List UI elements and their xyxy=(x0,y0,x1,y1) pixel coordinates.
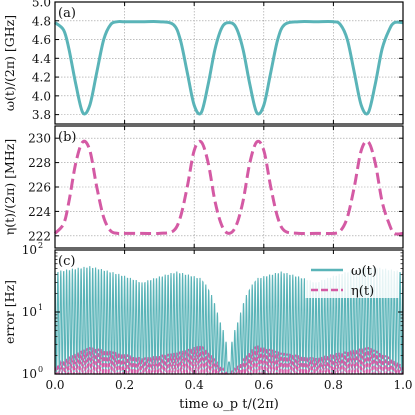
x-tick-label: 0.6 xyxy=(254,378,273,392)
y-tick-label: 226 xyxy=(28,181,51,195)
y-tick-label: 4.8 xyxy=(32,14,51,28)
x-tick-label: 0.8 xyxy=(324,378,343,392)
y-tick-label: 228 xyxy=(28,156,51,170)
y-tick-label: 224 xyxy=(28,205,51,219)
panel-frame xyxy=(54,1,404,125)
y-axis-label: error [Hz] xyxy=(2,280,17,344)
y-tick-label: 3.8 xyxy=(32,108,51,122)
omega-curve xyxy=(54,20,404,116)
y-tick-label: 10 xyxy=(22,367,37,381)
panel-tag: (b) xyxy=(58,130,76,145)
x-axis-label: time ω_p t/(2π) xyxy=(179,397,279,412)
x-tick-label: 0.2 xyxy=(115,378,134,392)
panel-tag: (a) xyxy=(58,6,76,21)
y-tick-exponent: 1 xyxy=(38,303,43,312)
y-axis-label: η(t)/(2π) [MHz] xyxy=(2,139,17,235)
eta-error-trace xyxy=(54,345,404,375)
panels: 3.8 4.0 4.2 4.4 4.6 4.8 5.0 (a) ω(t)/(2π) [GHz] 2… xyxy=(2,0,413,392)
y-axis-label: ω(t)/(2π) [GHz] xyxy=(2,15,17,111)
y-tick-exponent: 2 xyxy=(38,241,43,250)
legend-box xyxy=(305,256,399,298)
panel-tag: (c) xyxy=(58,254,75,269)
y-tick-label: 4.4 xyxy=(32,52,51,66)
y-tick-label: 4.0 xyxy=(32,89,51,103)
eta-curve xyxy=(53,139,404,236)
y-tick-exponent: 0 xyxy=(38,365,43,374)
legend-label-1: η(t) xyxy=(351,284,374,299)
x-tick-label: 0.0 xyxy=(45,378,64,392)
y-tick-label: 230 xyxy=(28,132,51,146)
y-tick-label: 4.6 xyxy=(32,33,51,47)
y-tick-label: 10 xyxy=(22,305,37,319)
y-tick-label: 4.2 xyxy=(32,71,51,85)
y-tick-label: 5.0 xyxy=(32,0,51,10)
x-tick-label: 1.0 xyxy=(393,378,412,392)
legend-label-0: ω(t) xyxy=(351,264,377,279)
x-tick-label: 0.4 xyxy=(185,378,204,392)
y-tick-label: 10 xyxy=(22,243,37,257)
y-tick-label: 222 xyxy=(28,229,51,243)
